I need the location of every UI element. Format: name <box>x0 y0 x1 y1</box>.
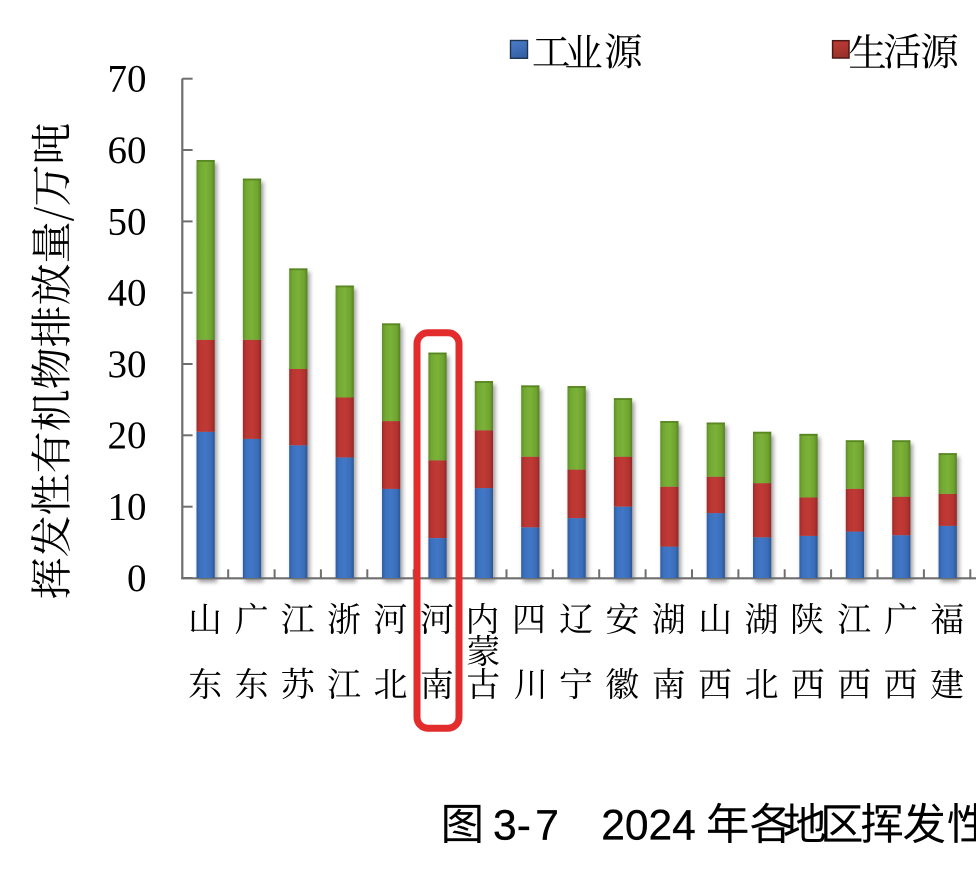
svg-text:20: 20 <box>108 414 147 457</box>
svg-text:60: 60 <box>108 129 147 172</box>
svg-text:3: 3 <box>493 803 517 850</box>
svg-text:-: - <box>517 803 531 850</box>
svg-text:2024: 2024 <box>601 803 696 850</box>
svg-text:50: 50 <box>108 200 147 243</box>
svg-text:40: 40 <box>108 272 147 315</box>
svg-text:7: 7 <box>535 803 559 850</box>
svg-text:0: 0 <box>127 557 147 600</box>
svg-text:10: 10 <box>108 486 147 529</box>
svg-text:30: 30 <box>108 343 147 386</box>
svg-text:70: 70 <box>108 58 147 101</box>
